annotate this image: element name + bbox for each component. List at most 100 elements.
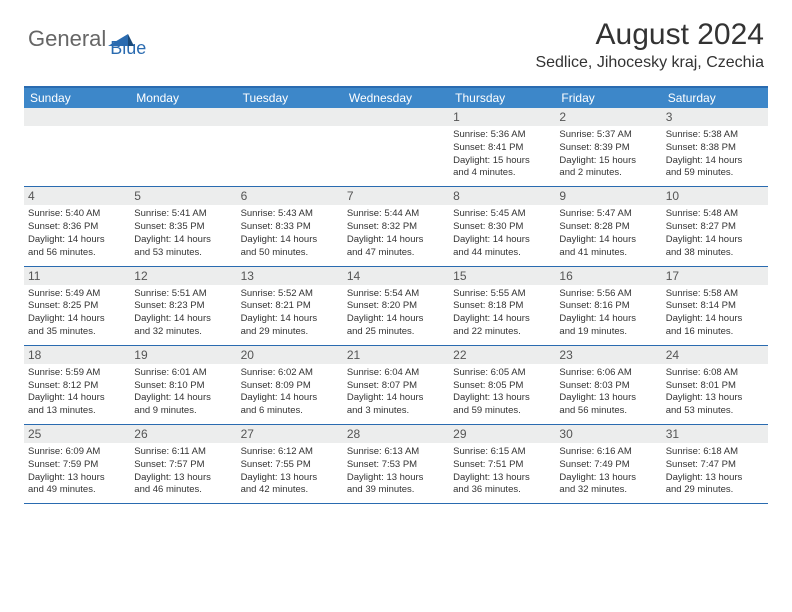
day-info-line: Sunrise: 5:44 AM — [347, 208, 445, 221]
day-info-line: Daylight: 13 hours — [241, 472, 339, 485]
day-info-line: Daylight: 13 hours — [134, 472, 232, 485]
day-cell: 12Sunrise: 5:51 AMSunset: 8:23 PMDayligh… — [130, 267, 236, 345]
day-cell: 25Sunrise: 6:09 AMSunset: 7:59 PMDayligh… — [24, 425, 130, 503]
day-info-line: Sunset: 8:05 PM — [453, 380, 551, 393]
day-info-line: Sunrise: 5:40 AM — [28, 208, 126, 221]
day-info-line: Daylight: 14 hours — [666, 155, 764, 168]
day-info-line: Sunrise: 6:06 AM — [559, 367, 657, 380]
day-info-line: and 39 minutes. — [347, 484, 445, 497]
day-info-line: Sunset: 8:14 PM — [666, 300, 764, 313]
day-cell: 6Sunrise: 5:43 AMSunset: 8:33 PMDaylight… — [237, 187, 343, 265]
day-cell: 10Sunrise: 5:48 AMSunset: 8:27 PMDayligh… — [662, 187, 768, 265]
day-cell: 9Sunrise: 5:47 AMSunset: 8:28 PMDaylight… — [555, 187, 661, 265]
day-info-line: Sunset: 8:35 PM — [134, 221, 232, 234]
day-info-line: Daylight: 15 hours — [559, 155, 657, 168]
day-number: 18 — [24, 346, 130, 364]
day-info-line: Sunrise: 5:43 AM — [241, 208, 339, 221]
day-info-line: and 29 minutes. — [666, 484, 764, 497]
day-info-line: and 49 minutes. — [28, 484, 126, 497]
day-info-line: Daylight: 13 hours — [347, 472, 445, 485]
week-row: 4 Sunrise: 5:40 AMSunset: 8:36 PM Daylight… — [24, 187, 768, 266]
day-info-line: Daylight: 14 hours — [559, 313, 657, 326]
day-info-line: Sunrise: 5:51 AM — [134, 288, 232, 301]
day-cell: 16Sunrise: 5:56 AMSunset: 8:16 PMDayligh… — [555, 267, 661, 345]
logo-triangle-icon — [108, 28, 134, 46]
day-info-line: Sunrise: 6:12 AM — [241, 446, 339, 459]
day-info-line: Daylight: 14 hours — [453, 313, 551, 326]
day-info-line: Sunset: 8:23 PM — [134, 300, 232, 313]
day-info-line: Daylight: 14 hours — [28, 313, 126, 326]
day-info-line: Sunset: 7:59 PM — [28, 459, 126, 472]
day-info-line: Sunset: 8:30 PM — [453, 221, 551, 234]
day-info-line: and 53 minutes. — [666, 405, 764, 418]
day-info-line: and 2 minutes. — [559, 167, 657, 180]
day-number: 29 — [449, 425, 555, 443]
day-info-line: Sunset: 8:36 PM — [28, 221, 126, 234]
weekday-header: Thursday — [449, 88, 555, 108]
day-cell: 31Sunrise: 6:18 AMSunset: 7:47 PMDayligh… — [662, 425, 768, 503]
day-number: 4 — [24, 187, 130, 205]
weekday-header: Wednesday — [343, 88, 449, 108]
day-number: 20 — [237, 346, 343, 364]
day-info-line: Daylight: 14 hours — [559, 234, 657, 247]
day-number — [24, 108, 130, 126]
day-info-line: and 16 minutes. — [666, 326, 764, 339]
day-info-line: and 25 minutes. — [347, 326, 445, 339]
day-info-line: Sunset: 8:28 PM — [559, 221, 657, 234]
day-info-line: Sunrise: 6:11 AM — [134, 446, 232, 459]
day-info-line: Sunset: 8:10 PM — [134, 380, 232, 393]
week-row: 11Sunrise: 5:49 AMSunset: 8:25 PMDayligh… — [24, 267, 768, 346]
day-info-line: Sunset: 7:49 PM — [559, 459, 657, 472]
day-info-line: Sunset: 8:25 PM — [28, 300, 126, 313]
day-info-line: Sunrise: 5:55 AM — [453, 288, 551, 301]
day-number: 5 — [130, 187, 236, 205]
day-info-line: Daylight: 14 hours — [666, 313, 764, 326]
month-title: August 2024 — [535, 18, 764, 52]
day-info-line: Sunrise: 5:37 AM — [559, 129, 657, 142]
day-info-line: Sunrise: 5:36 AM — [453, 129, 551, 142]
day-info-line: Sunrise: 6:04 AM — [347, 367, 445, 380]
weekday-header: Sunday — [24, 88, 130, 108]
day-info-line: and 36 minutes. — [453, 484, 551, 497]
day-info-line: Sunrise: 6:05 AM — [453, 367, 551, 380]
day-info-line: Daylight: 14 hours — [134, 392, 232, 405]
calendar: SundayMondayTuesdayWednesdayThursdayFrid… — [24, 86, 768, 504]
day-info-line: Daylight: 13 hours — [559, 472, 657, 485]
day-info-line: and 44 minutes. — [453, 247, 551, 260]
day-info-line: Daylight: 13 hours — [666, 472, 764, 485]
day-cell-empty — [343, 108, 449, 186]
day-info-line: Sunset: 8:39 PM — [559, 142, 657, 155]
day-info-line: and 38 minutes. — [666, 247, 764, 260]
day-info-line: and 59 minutes. — [453, 405, 551, 418]
day-number — [343, 108, 449, 126]
day-info-line: Daylight: 14 hours — [241, 392, 339, 405]
day-cell-empty — [24, 108, 130, 186]
day-info-line: Sunrise: 5:49 AM — [28, 288, 126, 301]
title-block: August 2024 Sedlice, Jihocesky kraj, Cze… — [535, 18, 764, 72]
day-number: 27 — [237, 425, 343, 443]
day-cell: 15Sunrise: 5:55 AMSunset: 8:18 PMDayligh… — [449, 267, 555, 345]
day-info-line: Sunset: 8:07 PM — [347, 380, 445, 393]
weeks-container: 1Sunrise: 5:36 AMSunset: 8:41 PMDaylight… — [24, 108, 768, 504]
day-info-line: Sunrise: 6:01 AM — [134, 367, 232, 380]
day-info-line: and 42 minutes. — [241, 484, 339, 497]
day-cell: 28Sunrise: 6:13 AMSunset: 7:53 PMDayligh… — [343, 425, 449, 503]
day-number: 11 — [24, 267, 130, 285]
week-row: 25Sunrise: 6:09 AMSunset: 7:59 PMDayligh… — [24, 425, 768, 504]
day-cell: 19Sunrise: 6:01 AMSunset: 8:10 PMDayligh… — [130, 346, 236, 424]
day-info-line: Sunrise: 5:59 AM — [28, 367, 126, 380]
day-cell-empty — [237, 108, 343, 186]
day-info-line: and 32 minutes. — [559, 484, 657, 497]
day-number: 6 — [237, 187, 343, 205]
day-number: 26 — [130, 425, 236, 443]
day-info-line: and 47 minutes. — [347, 247, 445, 260]
day-number: 28 — [343, 425, 449, 443]
day-info-line: Daylight: 14 hours — [28, 392, 126, 405]
day-info-line: Sunset: 7:57 PM — [134, 459, 232, 472]
day-info-line: and 46 minutes. — [134, 484, 232, 497]
day-info-line: and 53 minutes. — [134, 247, 232, 260]
day-info-line: and 13 minutes. — [28, 405, 126, 418]
day-info-line: Sunrise: 5:45 AM — [453, 208, 551, 221]
day-info-line: Daylight: 14 hours — [347, 313, 445, 326]
day-info-line: Daylight: 13 hours — [559, 392, 657, 405]
